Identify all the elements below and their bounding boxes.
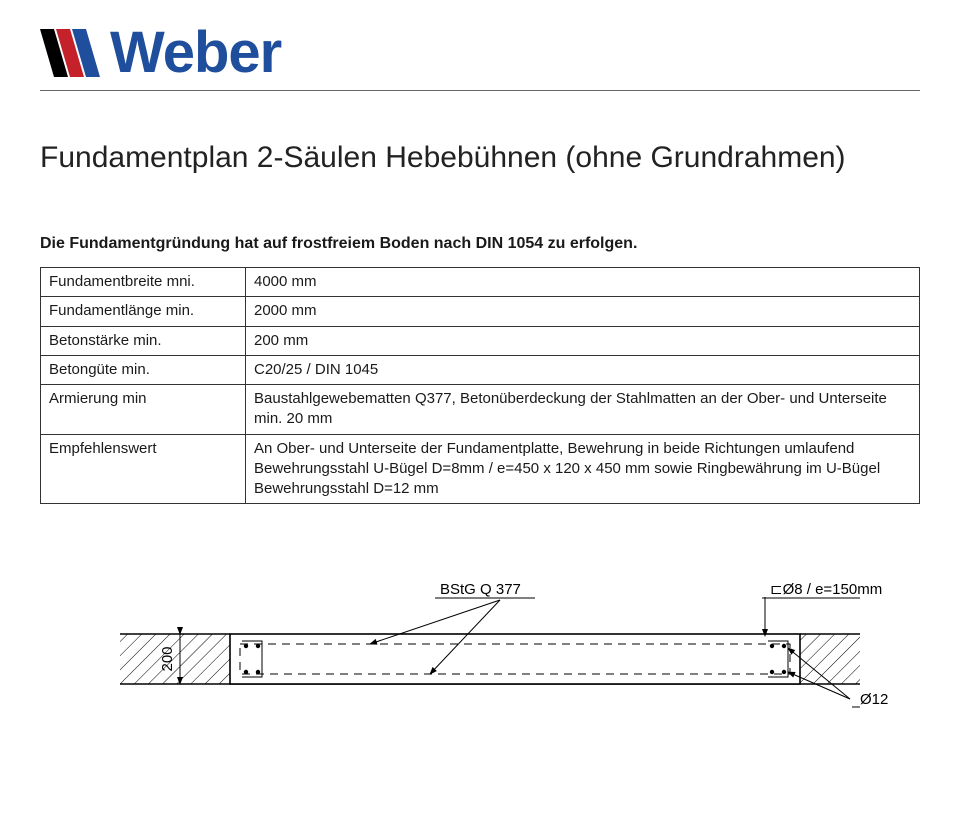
svg-text:Ø12: Ø12	[860, 691, 888, 708]
logo-bars-icon	[40, 29, 104, 77]
spec-label: Fundamentbreite mni.	[41, 268, 246, 297]
header-divider	[40, 90, 920, 91]
table-row: Armierung minBaustahlgewebematten Q377, …	[41, 385, 920, 435]
spec-value: An Ober- und Unterseite der Fundamentpla…	[246, 434, 920, 504]
logo-text: Weber	[110, 24, 281, 82]
svg-text:BStG Q 377: BStG Q 377	[440, 581, 521, 598]
spec-value: 4000 mm	[246, 268, 920, 297]
spec-label: Betonstärke min.	[41, 326, 246, 355]
table-row: Fundamentbreite mni.4000 mm	[41, 268, 920, 297]
table-row: EmpfehlenswertAn Ober- und Unterseite de…	[41, 434, 920, 504]
spec-label: Fundamentlänge min.	[41, 297, 246, 326]
spec-label: Betongüte min.	[41, 355, 246, 384]
spec-label: Armierung min	[41, 385, 246, 435]
spec-value: 200 mm	[246, 326, 920, 355]
spec-label: Empfehlenswert	[41, 434, 246, 504]
table-row: Betongüte min.C20/25 / DIN 1045	[41, 355, 920, 384]
table-row: Fundamentlänge min.2000 mm	[41, 297, 920, 326]
brand-logo: Weber	[40, 24, 920, 82]
table-row: Betonstärke min.200 mm	[41, 326, 920, 355]
spec-value: Baustahlgewebematten Q377, Betonüberdeck…	[246, 385, 920, 435]
svg-text:200: 200	[159, 647, 176, 672]
spec-value: 2000 mm	[246, 297, 920, 326]
section-diagram: 200 BStG Q 377 ⊏Ø8 / e=150mm Ø12	[40, 564, 920, 744]
spec-table: Fundamentbreite mni.4000 mmFundamentläng…	[40, 267, 920, 504]
svg-text:⊏Ø8 / e=150mm: ⊏Ø8 / e=150mm	[770, 581, 882, 598]
spec-value: C20/25 / DIN 1045	[246, 355, 920, 384]
intro-text: Die Fundamentgründung hat auf frostfreie…	[40, 235, 920, 253]
page-title: Fundamentplan 2-Säulen Hebebühnen (ohne …	[40, 141, 920, 175]
